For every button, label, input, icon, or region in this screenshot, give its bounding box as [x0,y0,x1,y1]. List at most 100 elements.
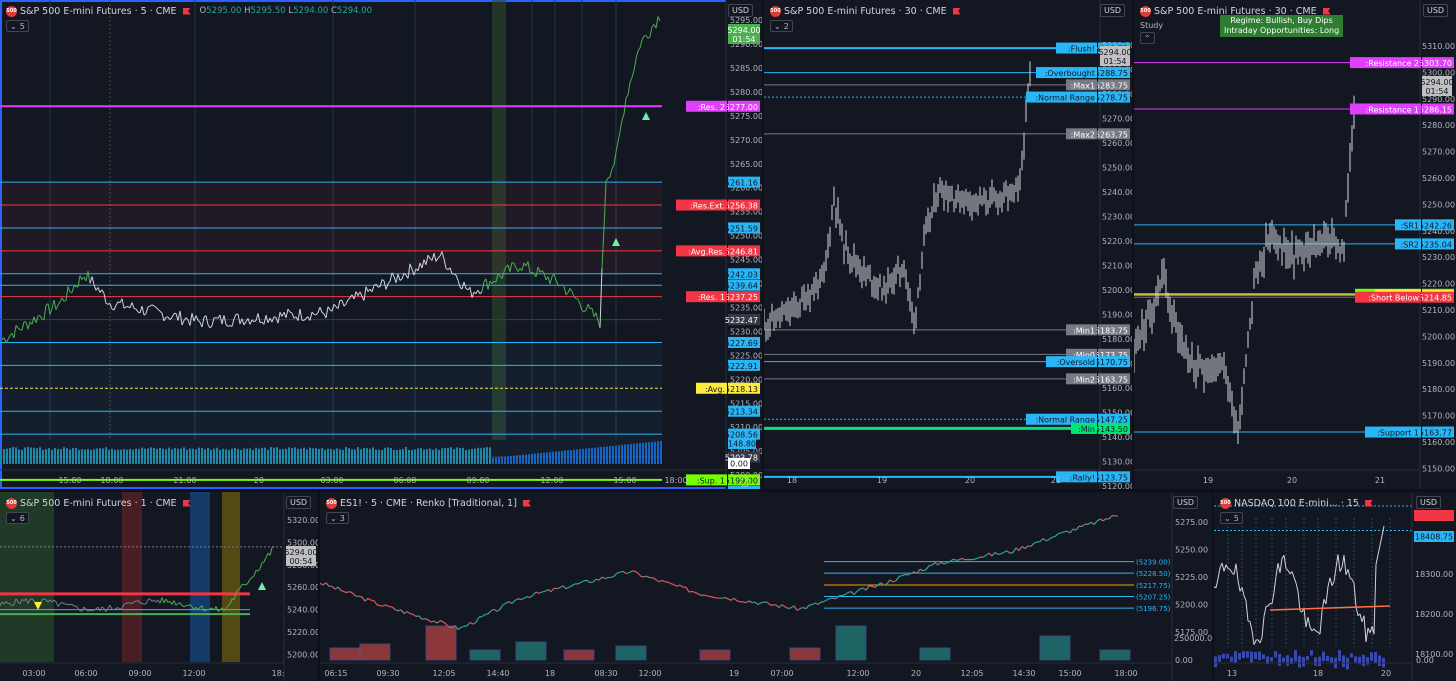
price-segment [1329,577,1333,586]
flag-icon[interactable] [182,7,191,15]
price-segment [641,35,645,41]
time-tick: 18:00 [664,476,687,485]
currency-button[interactable]: USD [1173,496,1199,509]
price-tick: 5245.00 [730,256,762,265]
pane-es-renko[interactable]: (5239.00) (5228.50) (5217.75) (5207.25) (519… [320,492,1212,681]
renko-segment [412,613,417,617]
renko-segment [877,582,882,586]
regime-text: Regime: Bullish, Buy Dips [1230,16,1333,25]
volume-bar [588,448,590,464]
flag-icon[interactable] [1322,7,1331,15]
currency-button[interactable]: USD [728,4,754,17]
price-segment [507,264,511,272]
resistance-zone [0,182,662,274]
chart-es-30min-a[interactable]: 5300.005290.005280.005270.005260.005250.… [764,0,1132,489]
volume-bar [1214,656,1217,668]
pane-es-30min-b[interactable]: 5310.00 5300.00 5290.00 5280.00 5270.00 5260.… [1134,0,1456,489]
price-segment [43,305,47,320]
flag-icon[interactable] [182,499,191,507]
price-segment [97,606,101,612]
price-segment [1339,567,1343,572]
indicator-toggle[interactable]: ⌄ 5 [6,20,29,32]
volume-bar [495,457,497,464]
price-tag [728,336,760,348]
price-segment [605,177,609,182]
volume-bar [1254,652,1257,659]
price-segment [161,312,165,322]
currency-button[interactable]: USD [1416,496,1442,509]
pane-es-1min[interactable]: 5320.005300.005280.005260.005240.005220.… [0,492,318,681]
volume-bar [540,453,542,464]
price-tick: 5190.00 [1102,311,1132,320]
price-tag [1098,67,1130,79]
symbol-title[interactable]: 500 NASDAQ 100 E-mini... · 15 [1220,496,1373,510]
chevron-down-icon: ⌄ [330,513,337,523]
price-segment [629,77,633,83]
symbol-title[interactable]: 500 S&P 500 E-mini Futures · 1 · CME [6,496,191,510]
chart-es-1min[interactable]: 5320.005300.005280.005260.005240.005220.… [0,492,318,681]
symbol-title[interactable]: 500 S&P 500 E-mini Futures · 30 · CME [1140,4,1331,18]
price-segment [269,547,273,556]
flag-icon[interactable] [952,7,961,15]
renko-segment [487,610,492,615]
indicator-toggle[interactable]: ⌄ 3 [326,512,349,524]
flag-icon[interactable] [1364,499,1373,507]
price-segment [397,274,401,281]
price-value: 5278.75 [1095,94,1128,103]
price-segment [607,176,611,179]
pane-nq-15min[interactable]: 18400.0018300.0018200.0018100.0018000.00… [1214,492,1456,681]
volume-bar [591,447,593,464]
currency-button[interactable]: USD [1100,4,1126,17]
pane-es-5min[interactable]: 5295.00 5290.00 5285.00 5280.00 5275.00 5270.… [0,0,762,489]
price-tick: 5175.00 [1175,628,1208,637]
price-tick: 5230.00 [1102,213,1132,222]
indicator-toggle[interactable]: ⌄ 2 [770,20,793,32]
symbol-title[interactable]: 500 ES1! · 5 · CME · Renko [Traditional,… [326,496,531,510]
renko-segment [544,588,549,592]
price-tick: 5225.00 [1175,573,1208,582]
currency-button[interactable]: USD [286,496,312,509]
renko-segment [805,604,810,610]
volume-bar [435,448,437,464]
price-segment [1337,554,1341,572]
chart-es-5min[interactable]: 5295.00 5290.00 5285.00 5280.00 5275.00 5270.… [0,0,762,489]
renko-segment [1096,518,1101,522]
price-segment [249,319,253,325]
price-segment [197,607,201,610]
indicator-toggle[interactable]: ⌄ 5 [1220,512,1243,524]
price-tick: 5275.00 [730,112,762,121]
price-segment [169,600,173,605]
chart-nq-15min[interactable]: 18400.0018300.0018200.0018100.0018000.00… [1214,492,1456,681]
volume-box [615,645,647,661]
price-segment [129,602,133,605]
volume-bar [558,451,560,464]
renko-segment [538,591,543,594]
volume-bar [537,453,539,464]
price-segment [93,608,97,611]
settings-gear-icon[interactable] [740,477,750,487]
volume-bar [600,447,602,464]
volume-bar [567,450,569,464]
price-segment [601,228,605,269]
price-segment [189,312,193,326]
chart-es-renko[interactable]: (5239.00) (5228.50) (5217.75) (5207.25) (519… [320,492,1212,681]
price-segment [147,598,151,600]
indicator-toggle[interactable]: ⌄ 6 [6,512,29,524]
collapse-toggle[interactable]: ⌃ [1140,32,1155,44]
price-segment [351,294,355,300]
price-axis [1172,492,1212,681]
price-segment [349,294,353,298]
currency-button[interactable]: USD [1423,4,1449,17]
price-segment [1375,554,1379,565]
study-label: Study [1140,21,1164,30]
price-segment [625,94,629,99]
flag-icon[interactable] [522,499,531,507]
chart-es-30min-b[interactable]: 5310.00 5300.00 5290.00 5280.00 5270.00 5260.… [1134,0,1456,489]
symbol-title[interactable]: 500 S&P 500 E-mini Futures · 5 · CME O52… [6,4,372,18]
pane-es-30min-a[interactable]: 5300.005290.005280.005270.005260.005250.… [764,0,1132,489]
price-tick: 5210.00 [1422,306,1455,315]
symbol-title[interactable]: 500 S&P 500 E-mini Futures · 30 · CME [770,4,961,18]
time-tick: 21 [1375,476,1385,485]
price-segment [1259,637,1263,644]
time-tick: 06:00 [74,669,97,678]
